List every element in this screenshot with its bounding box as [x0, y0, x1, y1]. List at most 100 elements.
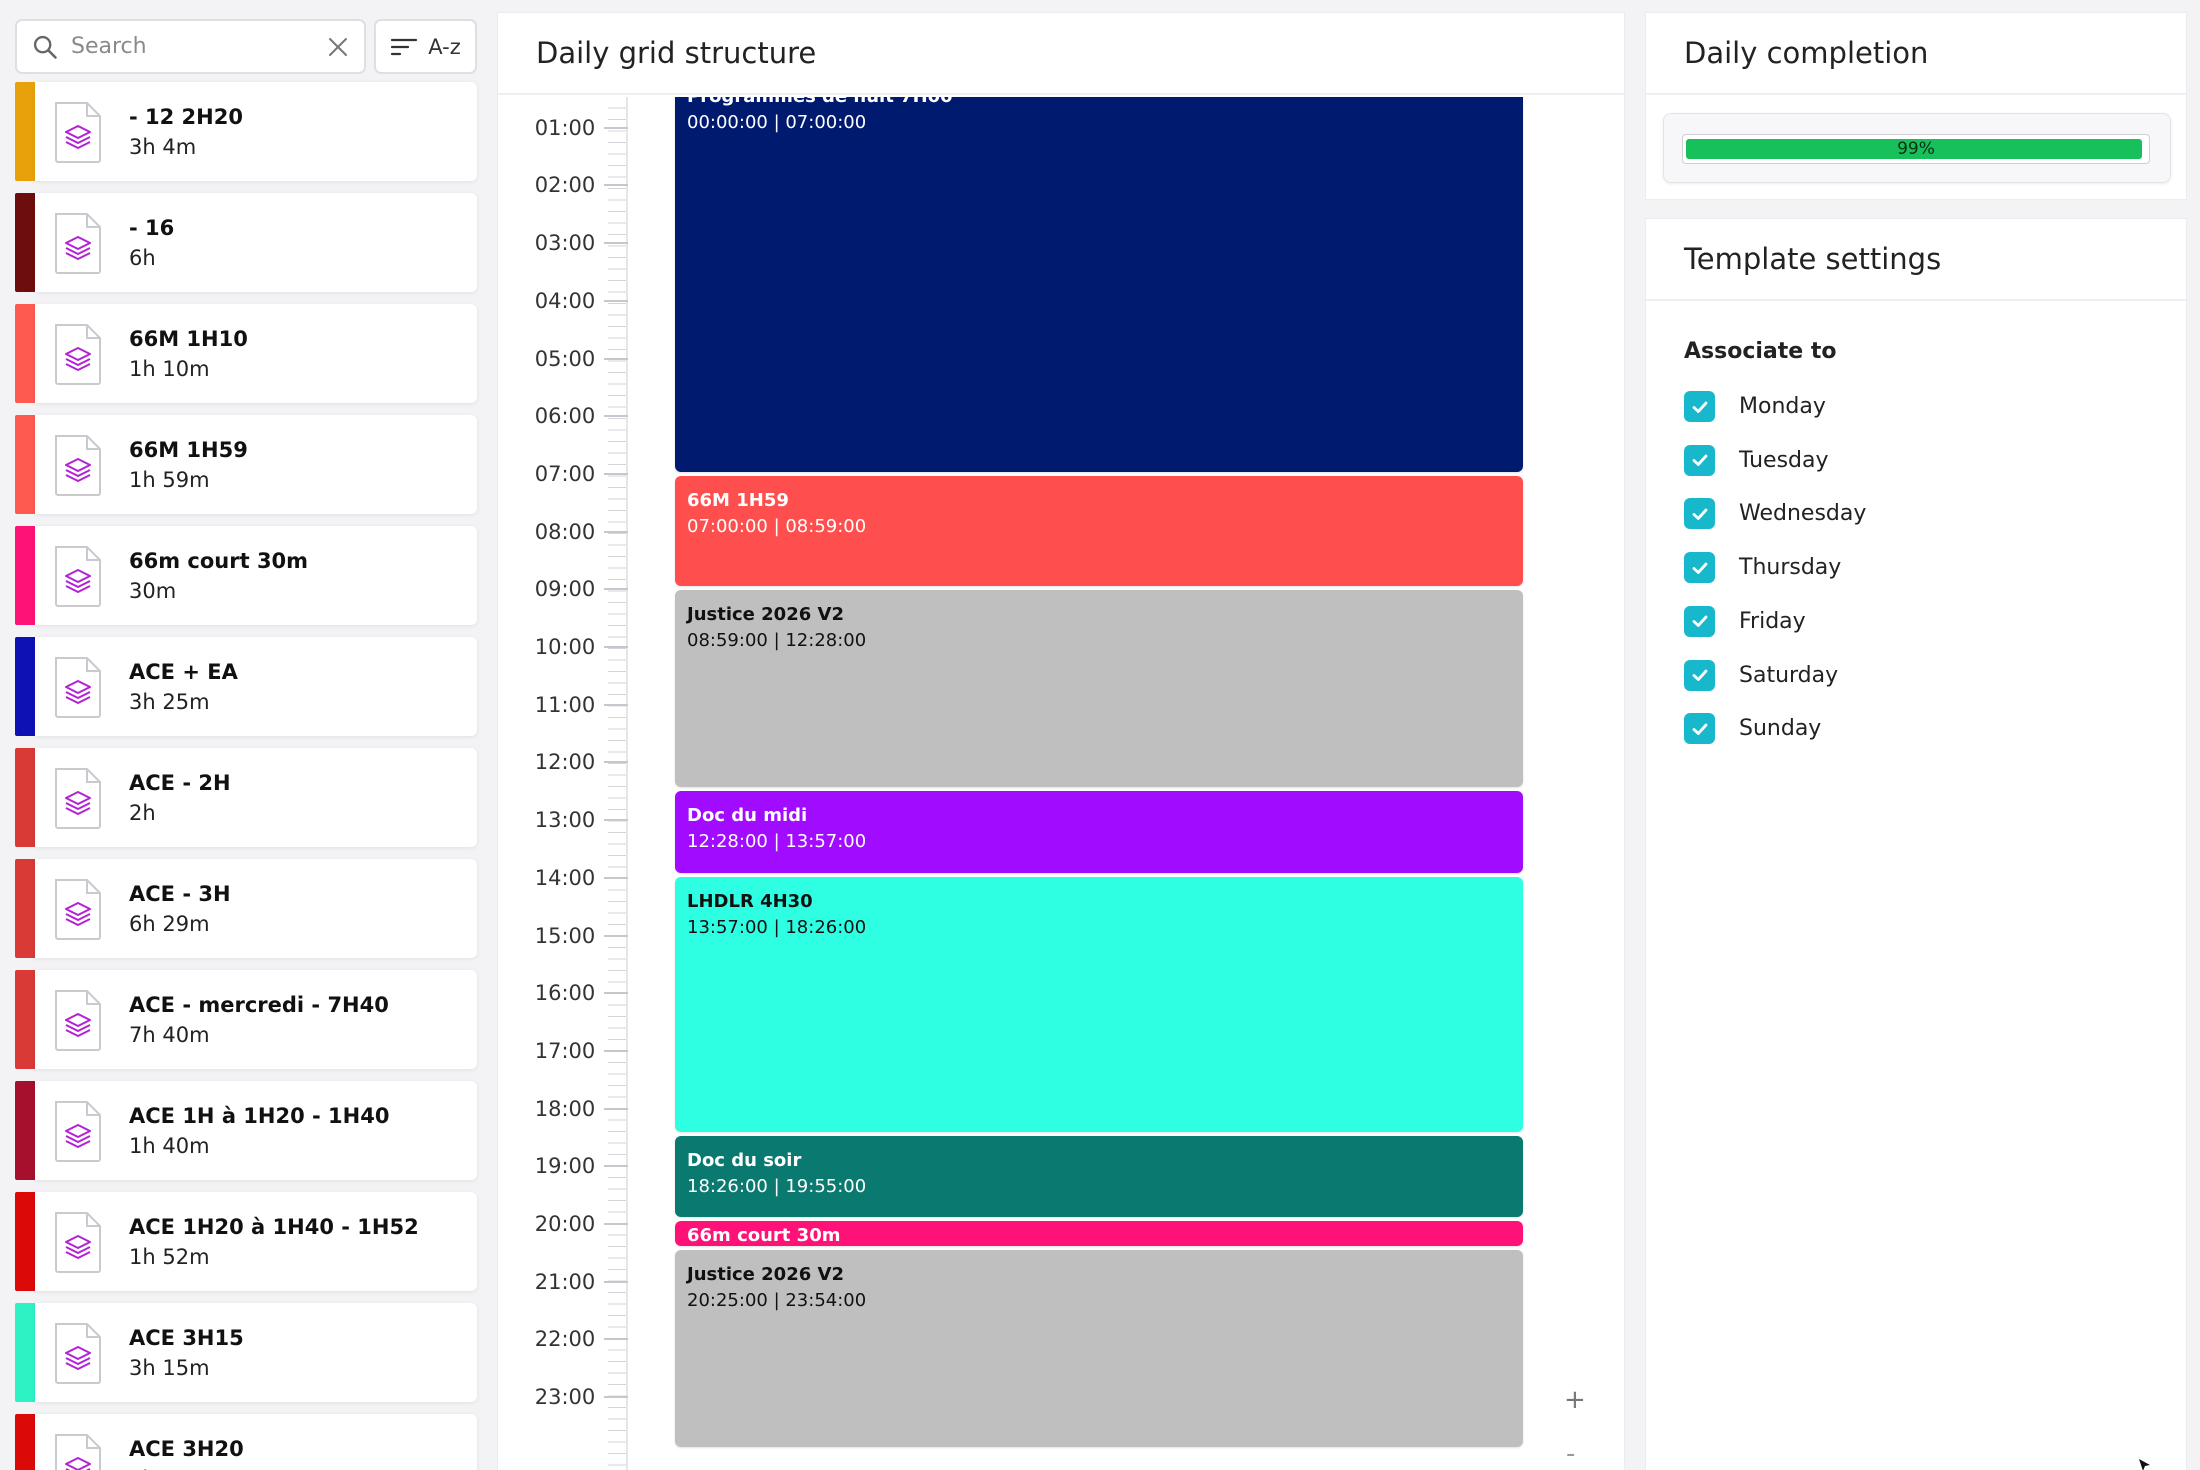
list-item-duration: 30m — [129, 578, 177, 603]
checkbox[interactable] — [1684, 391, 1715, 422]
hour-tick — [604, 1338, 628, 1341]
checkbox[interactable] — [1684, 659, 1715, 691]
color-indicator — [15, 859, 35, 958]
hour-label: 02:00 — [534, 173, 596, 198]
hour-label: 05:00 — [534, 346, 596, 371]
grid-block[interactable]: 66m court 30m — [675, 1221, 1523, 1247]
day-checkbox-row[interactable]: Sunday — [1684, 713, 1822, 745]
close-icon[interactable] — [326, 35, 350, 59]
list-item[interactable]: ACE 1H à 1H20 - 1H40 1h 40m — [15, 1081, 477, 1180]
day-checkbox-row[interactable]: Wednesday — [1684, 498, 1866, 530]
color-indicator — [15, 1081, 35, 1180]
day-checkbox-row[interactable]: Tuesday — [1684, 444, 1829, 476]
block-time-range: 07:00:00 | 08:59:00 — [687, 515, 867, 537]
list-item-card[interactable]: ACE - 2H 2h — [35, 748, 477, 847]
list-item-card[interactable]: ACE 3H15 3h 15m — [35, 1303, 477, 1402]
list-item[interactable]: ACE - 2H 2h — [15, 748, 477, 847]
list-item-card[interactable]: ACE 1H à 1H20 - 1H40 1h 40m — [35, 1081, 477, 1180]
timeline[interactable]: 00:0001:0002:0003:0004:0005:0006:0007:00… — [498, 97, 1624, 1470]
hour-label: 17:00 — [534, 1038, 596, 1063]
progress-bar: 99% — [1682, 134, 2150, 164]
list-item-card[interactable]: 66M 1H10 1h 10m — [35, 304, 477, 403]
list-item-card[interactable]: ACE - 3H 6h 29m — [35, 859, 477, 958]
checkmark-icon — [1692, 669, 1707, 681]
grid-block[interactable]: 66M 1H59 07:00:00 | 08:59:00 — [675, 475, 1523, 587]
list-item-card[interactable]: ACE + EA 3h 25m — [35, 637, 477, 736]
list-item-card[interactable]: ACE 1H20 à 1H40 - 1H52 1h 52m — [35, 1192, 477, 1291]
completion-title: Daily completion — [1684, 36, 1929, 70]
layers-document-icon — [55, 989, 101, 1051]
hour-label: 19:00 — [534, 1154, 596, 1179]
list-item[interactable]: - 12 2H20 3h 4m — [15, 82, 477, 181]
list-item[interactable]: 66M 1H10 1h 10m — [15, 304, 477, 403]
grid-block[interactable]: Programmes de nuit 7H00 00:00:00 | 07:00:… — [675, 97, 1523, 472]
list-item[interactable]: ACE 1H20 à 1H40 - 1H52 1h 52m — [15, 1192, 477, 1291]
list-item-card[interactable]: 66m court 30m 30m — [35, 526, 477, 625]
zoom-out-button[interactable]: - — [1566, 1439, 1576, 1469]
hour-label: 20:00 — [534, 1212, 596, 1236]
hour-tick — [604, 1049, 628, 1052]
list-item[interactable]: ACE - mercredi - 7H40 7h 40m — [15, 970, 477, 1069]
day-checkbox-row[interactable]: Thursday — [1684, 552, 1841, 584]
hour-label: 06:00 — [534, 404, 596, 429]
search-box[interactable] — [15, 19, 366, 74]
list-item-card[interactable]: ACE - mercredi - 7H40 7h 40m — [35, 970, 477, 1069]
day-label: Saturday — [1739, 662, 1839, 688]
day-label: Sunday — [1739, 716, 1822, 742]
list-item-title: ACE - 2H — [129, 770, 231, 795]
block-time-range: 00:00:00 | 07:00:00 — [687, 112, 867, 133]
hour-label: 08:00 — [534, 519, 596, 544]
list-item-card[interactable]: ACE 3H20 3h 20m — [35, 1414, 477, 1470]
day-label: Friday — [1739, 608, 1806, 634]
list-item[interactable]: ACE + EA 3h 25m — [15, 637, 477, 736]
hour-tick — [604, 472, 628, 475]
hour-tick — [604, 1165, 628, 1168]
list-item[interactable]: 66M 1H59 1h 59m — [15, 415, 477, 514]
checkbox[interactable] — [1684, 605, 1715, 637]
checkbox[interactable] — [1684, 552, 1715, 584]
color-indicator — [15, 415, 35, 514]
block-time-range: 18:26:00 | 19:55:00 — [687, 1175, 867, 1197]
grid-block[interactable]: Doc du soir 18:26:00 | 19:55:00 — [675, 1135, 1523, 1218]
grid-block[interactable]: Justice 2026 V2 20:25:00 | 23:54:00 — [675, 1250, 1523, 1448]
list-item[interactable]: ACE 3H15 3h 15m — [15, 1303, 477, 1402]
sort-button[interactable]: A-z — [374, 19, 477, 74]
day-checkbox-row[interactable]: Saturday — [1684, 659, 1839, 691]
checkbox[interactable] — [1684, 444, 1715, 476]
checkbox[interactable] — [1684, 498, 1715, 530]
hour-tick — [604, 1223, 628, 1225]
grid-block[interactable]: Doc du midi 12:28:00 | 13:57:00 — [675, 791, 1523, 873]
list-item-card[interactable]: 66M 1H59 1h 59m — [35, 415, 477, 514]
block-title: Justice 2026 V2 — [687, 604, 844, 626]
color-indicator — [15, 748, 35, 847]
list-item-title: ACE 1H20 à 1H40 - 1H52 — [129, 1214, 419, 1239]
day-checkbox-row[interactable]: Monday — [1684, 391, 1826, 422]
panel-header: Template settings — [1646, 219, 2186, 301]
list-item[interactable]: 66m court 30m 30m — [15, 526, 477, 625]
list-item-title: ACE 3H15 — [129, 1325, 244, 1350]
checkmark-icon — [1692, 508, 1707, 520]
checkbox[interactable] — [1684, 713, 1715, 745]
list-item[interactable]: ACE 3H20 3h 20m — [15, 1414, 477, 1470]
hour-tick — [604, 415, 628, 418]
list-item-card[interactable]: - 16 6h — [35, 193, 477, 292]
hour-label: 11:00 — [534, 692, 596, 717]
layers-document-icon — [55, 878, 101, 940]
list-item[interactable]: - 16 6h — [15, 193, 477, 292]
color-indicator — [15, 970, 35, 1069]
color-indicator — [15, 1303, 35, 1402]
layers-document-icon — [55, 656, 101, 718]
day-checkbox-row[interactable]: Friday — [1684, 605, 1806, 637]
layers-document-icon — [55, 434, 101, 496]
list-item[interactable]: ACE - 3H 6h 29m — [15, 859, 477, 958]
block-time-range: 08:59:00 | 12:28:00 — [687, 630, 867, 652]
search-icon — [33, 35, 57, 59]
color-indicator — [15, 1414, 35, 1470]
search-input[interactable] — [71, 34, 311, 59]
zoom-in-button[interactable]: + — [1564, 1385, 1586, 1415]
list-item-card[interactable]: - 12 2H20 3h 4m — [35, 82, 477, 181]
grid-block[interactable]: Justice 2026 V2 08:59:00 | 12:28:00 — [675, 590, 1523, 788]
sort-lines-icon — [391, 38, 418, 55]
grid-block[interactable]: LHDLR 4H30 13:57:00 | 18:26:00 — [675, 876, 1523, 1132]
block-title: Doc du soir — [687, 1149, 802, 1171]
